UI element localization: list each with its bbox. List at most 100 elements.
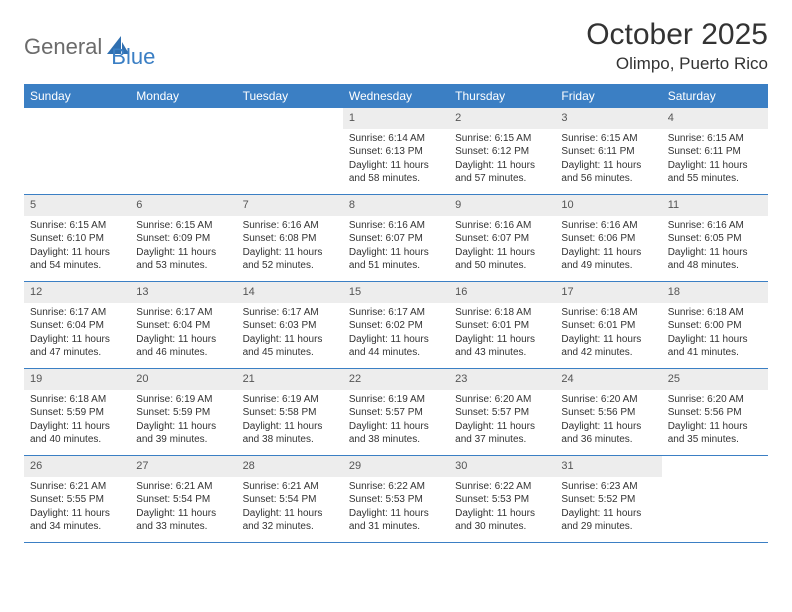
cell-body: Sunrise: 6:22 AMSunset: 5:53 PMDaylight:…: [449, 477, 555, 540]
daylight-text: Daylight: 11 hours and 49 minutes.: [561, 246, 655, 273]
day-number: 16: [449, 282, 555, 303]
daylight-text: Daylight: 11 hours and 38 minutes.: [349, 420, 443, 447]
calendar-cell: 26Sunrise: 6:21 AMSunset: 5:55 PMDayligh…: [24, 456, 130, 542]
calendar-cell: 28Sunrise: 6:21 AMSunset: 5:54 PMDayligh…: [237, 456, 343, 542]
sunrise-text: Sunrise: 6:14 AM: [349, 132, 443, 146]
day-number: 19: [24, 369, 130, 390]
daylight-text: Daylight: 11 hours and 43 minutes.: [455, 333, 549, 360]
day-header-cell: Wednesday: [343, 84, 449, 108]
calendar-cell: 22Sunrise: 6:19 AMSunset: 5:57 PMDayligh…: [343, 369, 449, 455]
sunset-text: Sunset: 6:13 PM: [349, 145, 443, 159]
calendar-cell: .: [24, 108, 130, 194]
calendar-cell: 21Sunrise: 6:19 AMSunset: 5:58 PMDayligh…: [237, 369, 343, 455]
day-number: 30: [449, 456, 555, 477]
cell-body: Sunrise: 6:21 AMSunset: 5:54 PMDaylight:…: [130, 477, 236, 540]
sunset-text: Sunset: 6:02 PM: [349, 319, 443, 333]
cell-body: Sunrise: 6:19 AMSunset: 5:58 PMDaylight:…: [237, 390, 343, 453]
sunrise-text: Sunrise: 6:19 AM: [349, 393, 443, 407]
sunset-text: Sunset: 5:54 PM: [136, 493, 230, 507]
sunset-text: Sunset: 5:56 PM: [668, 406, 762, 420]
calendar-cell: .: [237, 108, 343, 194]
calendar-cell: .: [662, 456, 768, 542]
sunrise-text: Sunrise: 6:23 AM: [561, 480, 655, 494]
daylight-text: Daylight: 11 hours and 41 minutes.: [668, 333, 762, 360]
sunrise-text: Sunrise: 6:17 AM: [243, 306, 337, 320]
daylight-text: Daylight: 11 hours and 54 minutes.: [30, 246, 124, 273]
daylight-text: Daylight: 11 hours and 32 minutes.: [243, 507, 337, 534]
sunset-text: Sunset: 6:01 PM: [561, 319, 655, 333]
logo: General Blue: [24, 24, 155, 70]
sunrise-text: Sunrise: 6:16 AM: [349, 219, 443, 233]
calendar-cell: 14Sunrise: 6:17 AMSunset: 6:03 PMDayligh…: [237, 282, 343, 368]
daylight-text: Daylight: 11 hours and 55 minutes.: [668, 159, 762, 186]
sunrise-text: Sunrise: 6:16 AM: [243, 219, 337, 233]
sunrise-text: Sunrise: 6:19 AM: [243, 393, 337, 407]
day-number: 20: [130, 369, 236, 390]
logo-text-blue: Blue: [111, 44, 155, 70]
daylight-text: Daylight: 11 hours and 48 minutes.: [668, 246, 762, 273]
sunset-text: Sunset: 6:08 PM: [243, 232, 337, 246]
calendar-cell: 17Sunrise: 6:18 AMSunset: 6:01 PMDayligh…: [555, 282, 661, 368]
daylight-text: Daylight: 11 hours and 56 minutes.: [561, 159, 655, 186]
day-number: 1: [343, 108, 449, 129]
calendar-cell: 30Sunrise: 6:22 AMSunset: 5:53 PMDayligh…: [449, 456, 555, 542]
calendar-cell: 6Sunrise: 6:15 AMSunset: 6:09 PMDaylight…: [130, 195, 236, 281]
sunrise-text: Sunrise: 6:17 AM: [136, 306, 230, 320]
sunrise-text: Sunrise: 6:18 AM: [455, 306, 549, 320]
sunset-text: Sunset: 6:04 PM: [136, 319, 230, 333]
cell-body: Sunrise: 6:15 AMSunset: 6:11 PMDaylight:…: [555, 129, 661, 192]
daylight-text: Daylight: 11 hours and 36 minutes.: [561, 420, 655, 447]
sunrise-text: Sunrise: 6:21 AM: [243, 480, 337, 494]
day-number: 11: [662, 195, 768, 216]
day-number: 29: [343, 456, 449, 477]
day-number: 17: [555, 282, 661, 303]
sunrise-text: Sunrise: 6:18 AM: [30, 393, 124, 407]
cell-body: Sunrise: 6:20 AMSunset: 5:57 PMDaylight:…: [449, 390, 555, 453]
sunrise-text: Sunrise: 6:15 AM: [30, 219, 124, 233]
calendar-cell: 20Sunrise: 6:19 AMSunset: 5:59 PMDayligh…: [130, 369, 236, 455]
cell-body: Sunrise: 6:18 AMSunset: 6:01 PMDaylight:…: [555, 303, 661, 366]
calendar-cell: 27Sunrise: 6:21 AMSunset: 5:54 PMDayligh…: [130, 456, 236, 542]
cell-body: Sunrise: 6:16 AMSunset: 6:07 PMDaylight:…: [449, 216, 555, 279]
sunset-text: Sunset: 5:53 PM: [455, 493, 549, 507]
cell-body: Sunrise: 6:21 AMSunset: 5:54 PMDaylight:…: [237, 477, 343, 540]
day-number: 6: [130, 195, 236, 216]
sunrise-text: Sunrise: 6:16 AM: [561, 219, 655, 233]
sunset-text: Sunset: 6:07 PM: [455, 232, 549, 246]
day-number: 4: [662, 108, 768, 129]
logo-text-general: General: [24, 34, 102, 60]
day-number: 13: [130, 282, 236, 303]
calendar-cell: 16Sunrise: 6:18 AMSunset: 6:01 PMDayligh…: [449, 282, 555, 368]
day-number: 12: [24, 282, 130, 303]
daylight-text: Daylight: 11 hours and 33 minutes.: [136, 507, 230, 534]
sunrise-text: Sunrise: 6:22 AM: [455, 480, 549, 494]
daylight-text: Daylight: 11 hours and 52 minutes.: [243, 246, 337, 273]
calendar-cell: 10Sunrise: 6:16 AMSunset: 6:06 PMDayligh…: [555, 195, 661, 281]
sunset-text: Sunset: 5:57 PM: [349, 406, 443, 420]
calendar-cell: 7Sunrise: 6:16 AMSunset: 6:08 PMDaylight…: [237, 195, 343, 281]
title-block: October 2025 Olimpo, Puerto Rico: [586, 18, 768, 74]
daylight-text: Daylight: 11 hours and 53 minutes.: [136, 246, 230, 273]
calendar-cell: 11Sunrise: 6:16 AMSunset: 6:05 PMDayligh…: [662, 195, 768, 281]
day-number: 3: [555, 108, 661, 129]
daylight-text: Daylight: 11 hours and 38 minutes.: [243, 420, 337, 447]
sunrise-text: Sunrise: 6:21 AM: [136, 480, 230, 494]
day-number: 24: [555, 369, 661, 390]
daylight-text: Daylight: 11 hours and 40 minutes.: [30, 420, 124, 447]
sunset-text: Sunset: 5:59 PM: [30, 406, 124, 420]
calendar-cell: 25Sunrise: 6:20 AMSunset: 5:56 PMDayligh…: [662, 369, 768, 455]
sunset-text: Sunset: 5:58 PM: [243, 406, 337, 420]
day-number: 14: [237, 282, 343, 303]
day-number: 10: [555, 195, 661, 216]
day-number: 23: [449, 369, 555, 390]
sunrise-text: Sunrise: 6:15 AM: [561, 132, 655, 146]
calendar-cell: 29Sunrise: 6:22 AMSunset: 5:53 PMDayligh…: [343, 456, 449, 542]
day-number: 21: [237, 369, 343, 390]
sunrise-text: Sunrise: 6:17 AM: [349, 306, 443, 320]
location-label: Olimpo, Puerto Rico: [586, 54, 768, 74]
sunset-text: Sunset: 6:04 PM: [30, 319, 124, 333]
calendar-cell: 2Sunrise: 6:15 AMSunset: 6:12 PMDaylight…: [449, 108, 555, 194]
sunset-text: Sunset: 6:03 PM: [243, 319, 337, 333]
day-header-cell: Thursday: [449, 84, 555, 108]
day-number: 9: [449, 195, 555, 216]
